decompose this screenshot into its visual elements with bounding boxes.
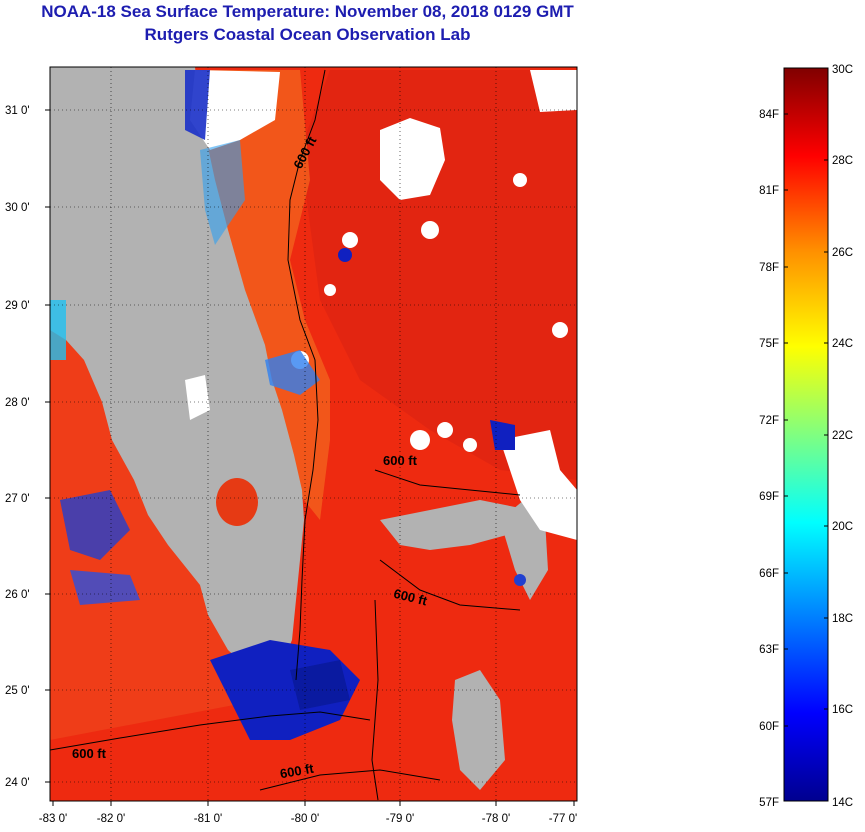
colorbar: 84F 81F 78F 75F 72F 69F 66F 63F 60F 57F … bbox=[759, 64, 853, 809]
lat-label-25: 25 0' bbox=[5, 685, 30, 697]
lon-label-80: -80 0' bbox=[291, 813, 319, 825]
colorbar-gradient bbox=[783, 67, 829, 802]
lake-okeechobee bbox=[216, 478, 258, 526]
lat-label-29: 29 0' bbox=[5, 300, 30, 312]
isobath-label-4: 600 ft bbox=[72, 746, 107, 761]
colorbar-f-label-60: 60F bbox=[759, 721, 779, 733]
colorbar-c-label-28: 28C bbox=[832, 155, 853, 167]
lat-label-28: 28 0' bbox=[5, 397, 30, 409]
sst-map: 600 ft 600 ft 600 ft 600 ft 600 ft bbox=[5, 66, 578, 825]
colorbar-c-label-20: 20C bbox=[832, 521, 853, 533]
lat-label-26: 26 0' bbox=[5, 589, 30, 601]
colorbar-ticks bbox=[784, 113, 828, 727]
lon-label-82: -82 0' bbox=[97, 813, 125, 825]
lon-label-81: -81 0' bbox=[194, 813, 222, 825]
lon-label-78: -78 0' bbox=[482, 813, 510, 825]
isobath-label-2: 600 ft bbox=[383, 453, 418, 468]
colorbar-f-label-81: 81F bbox=[759, 185, 779, 197]
colorbar-f-label-66: 66F bbox=[759, 568, 779, 580]
colorbar-c-label-14: 14C bbox=[832, 797, 853, 809]
colorbar-c-label-22: 22C bbox=[832, 430, 853, 442]
lon-label-83: -83 0' bbox=[39, 813, 67, 825]
gulf-stream-area bbox=[300, 70, 577, 480]
map-ticks bbox=[45, 109, 575, 806]
colorbar-f-label-72: 72F bbox=[759, 415, 779, 427]
colorbar-f-label-75: 75F bbox=[759, 338, 779, 350]
colorbar-f-label-84: 84F bbox=[759, 109, 779, 121]
colorbar-c-label-18: 18C bbox=[832, 613, 853, 625]
colorbar-f-label-69: 69F bbox=[759, 491, 779, 503]
colorbar-f-label-57: 57F bbox=[759, 797, 779, 809]
lon-label-79: -79 0' bbox=[386, 813, 414, 825]
isobath-lines bbox=[50, 69, 521, 801]
lat-label-30: 30 0' bbox=[5, 202, 30, 214]
lat-label-31: 31 0' bbox=[5, 105, 30, 117]
gulf-shelf-water bbox=[50, 330, 260, 740]
cold-water-patches bbox=[50, 70, 526, 740]
grand-bahama-land bbox=[380, 500, 525, 550]
isobath-label-5: 600 ft bbox=[279, 761, 316, 782]
page-subtitle: Rutgers Coastal Ocean Observation Lab bbox=[144, 25, 471, 44]
colorbar-f-label-63: 63F bbox=[759, 644, 779, 656]
colorbar-c-label-30: 30C bbox=[832, 64, 853, 76]
colorbar-f-label-78: 78F bbox=[759, 262, 779, 274]
andros-land bbox=[452, 670, 505, 790]
colorbar-c-label-26: 26C bbox=[832, 247, 853, 259]
page-title: NOAA-18 Sea Surface Temperature: Novembe… bbox=[41, 2, 574, 21]
lat-label-27: 27 0' bbox=[5, 493, 30, 505]
lat-label-24: 24 0' bbox=[5, 777, 30, 789]
lon-label-77: -77 0' bbox=[549, 813, 577, 825]
cloud-mask bbox=[185, 70, 577, 540]
colorbar-c-label-16: 16C bbox=[832, 704, 853, 716]
map-frame bbox=[49, 66, 578, 802]
colorbar-c-label-24: 24C bbox=[832, 338, 853, 350]
